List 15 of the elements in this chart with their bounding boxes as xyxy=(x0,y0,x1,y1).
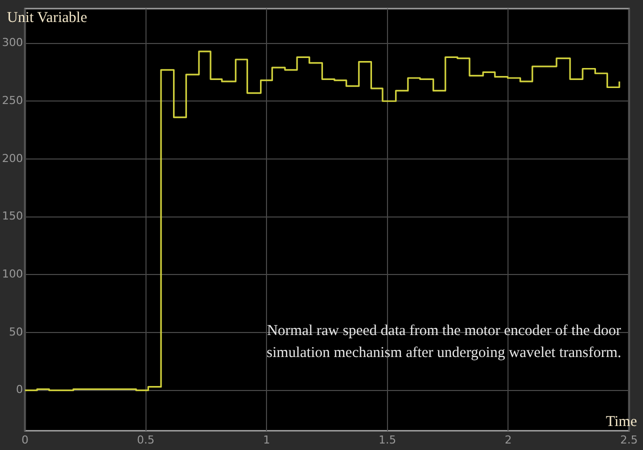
y-tick-label: 300 xyxy=(2,36,23,50)
annotation: Normal raw speed data from the motor encoder of the door simulation mechanism after undergoing wavelet transform. xyxy=(266,323,622,362)
x-tick-label: 1.5 xyxy=(378,433,396,446)
x-axis-title: Time xyxy=(606,414,638,430)
y-tick-label: 200 xyxy=(2,152,23,165)
x-tick-label: 0.5 xyxy=(137,433,155,446)
x-tick-label: 1 xyxy=(263,433,270,446)
y-tick-label: 150 xyxy=(2,210,23,223)
x-tick-label: 2.5 xyxy=(620,433,638,446)
y-tick-label: 100 xyxy=(2,268,23,281)
y-tick-label: 0 xyxy=(16,383,23,396)
y-tick-label: 250 xyxy=(2,94,23,107)
y-tick-label: 50 xyxy=(8,325,23,338)
x-tick-label: 2 xyxy=(504,433,512,446)
y-axis-title: Unit Variable xyxy=(6,10,88,26)
